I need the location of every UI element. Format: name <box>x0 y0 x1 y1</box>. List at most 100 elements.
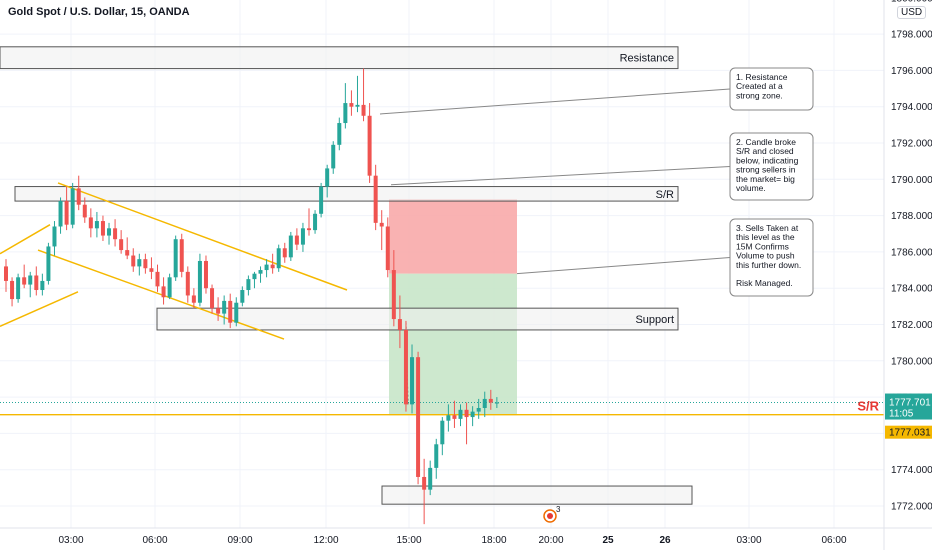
note-text: 1. Resistance <box>736 72 788 82</box>
x-tick-label: 15:00 <box>396 535 421 546</box>
line-price-value: 1777.031 <box>889 428 931 439</box>
resistance-zone-label: Resistance <box>620 53 674 65</box>
candle-body <box>446 415 451 421</box>
candle-body <box>167 277 172 298</box>
support-zone <box>156 307 679 331</box>
x-tick-label: 03:00 <box>58 535 83 546</box>
y-tick-label: 1796.000 <box>891 66 932 77</box>
candle-body <box>428 467 433 490</box>
candle-body <box>210 288 215 309</box>
sr-level-label: S/R <box>857 399 879 414</box>
note-text: volume. <box>736 183 766 193</box>
candle-body <box>149 268 154 272</box>
candle-body <box>391 270 396 320</box>
y-tick-label: 1788.000 <box>891 211 932 222</box>
candle-body <box>476 407 481 412</box>
candle-body <box>313 213 318 231</box>
candle-body <box>343 103 348 124</box>
candle-body <box>161 286 166 298</box>
note-text: this level as the <box>736 232 795 242</box>
candle-body <box>137 259 142 267</box>
candle-body <box>28 275 33 285</box>
candle-body <box>88 217 93 229</box>
note-leader-line <box>516 257 731 275</box>
note-box[interactable] <box>729 218 814 297</box>
candle-body <box>107 228 112 236</box>
y-tick-label: 1792.000 <box>891 139 932 150</box>
note-text: the market= big <box>736 174 795 184</box>
candle-body <box>197 260 202 303</box>
y-tick-label: 1780.000 <box>891 356 932 367</box>
channel-line <box>0 224 51 255</box>
note-text: Created at a <box>736 81 783 91</box>
y-tick-label: 1790.000 <box>891 175 932 186</box>
y-tick-label: 1800.000 <box>891 0 932 4</box>
currency-button[interactable]: USD <box>897 6 927 19</box>
y-tick-label: 1794.000 <box>891 102 932 113</box>
candle-body <box>40 280 45 291</box>
current-price-badge <box>885 393 932 420</box>
note-text: Risk Managed. <box>736 278 793 288</box>
chart-title: Gold Spot / U.S. Dollar, 15, OANDA <box>8 6 190 18</box>
candle-body <box>325 168 330 187</box>
candle-body <box>403 329 408 405</box>
candle-body <box>282 248 287 258</box>
candle-body <box>234 302 239 323</box>
candle-body <box>52 226 57 247</box>
candle-body <box>434 444 439 468</box>
candle-body <box>185 271 190 296</box>
candle-body <box>349 103 354 107</box>
candle-body <box>191 295 196 303</box>
note-text: Volume to push <box>736 251 795 261</box>
note-text: 15M Confirms <box>736 241 789 251</box>
candle-body <box>34 275 39 291</box>
candle-body <box>379 222 384 227</box>
candle-body <box>482 398 487 408</box>
candle-body <box>300 228 305 245</box>
note-text: this further down. <box>736 260 801 270</box>
note-box[interactable] <box>729 67 814 111</box>
candle-body <box>458 409 463 419</box>
x-tick-label: 20:00 <box>538 535 563 546</box>
candle-body <box>10 280 15 300</box>
candle-body <box>319 186 324 214</box>
x-tick-label: 06:00 <box>821 535 846 546</box>
stop-loss-zone <box>389 199 517 274</box>
line-price-badge <box>885 425 932 439</box>
candle-body <box>410 357 415 405</box>
candle-body <box>294 235 299 245</box>
candle-body <box>373 175 378 223</box>
candle-body <box>422 476 427 490</box>
earnings-marker-count: 3 <box>556 505 561 514</box>
candle-body <box>288 235 293 258</box>
sr-zone <box>14 186 679 202</box>
candle-body <box>58 201 63 227</box>
y-tick-label: 1772.000 <box>891 502 932 513</box>
x-tick-label: 06:00 <box>142 535 167 546</box>
candle-body <box>70 188 75 225</box>
y-tick-label: 1782.000 <box>891 320 932 331</box>
candle-body <box>355 104 360 107</box>
note-text: S/R and closed <box>736 146 794 156</box>
candle-body <box>464 409 469 418</box>
candle-body <box>155 271 160 287</box>
candle-body <box>4 266 8 281</box>
candle-body <box>367 115 372 176</box>
channel-line <box>37 249 285 340</box>
x-tick-label: 09:00 <box>227 535 252 546</box>
channel-line <box>0 291 79 328</box>
note-text: below, indicating <box>736 155 799 165</box>
note-box[interactable] <box>729 132 814 201</box>
note-text: 3. Sells Taken at <box>736 223 799 233</box>
y-tick-label: 1798.000 <box>891 30 932 41</box>
x-tick-label: 26 <box>659 535 671 546</box>
candle-body <box>222 300 227 314</box>
candle-body <box>440 420 445 445</box>
candle-body <box>470 411 475 418</box>
candle-body <box>119 239 124 251</box>
take-profit-zone <box>389 273 517 416</box>
candle-body <box>361 104 366 116</box>
